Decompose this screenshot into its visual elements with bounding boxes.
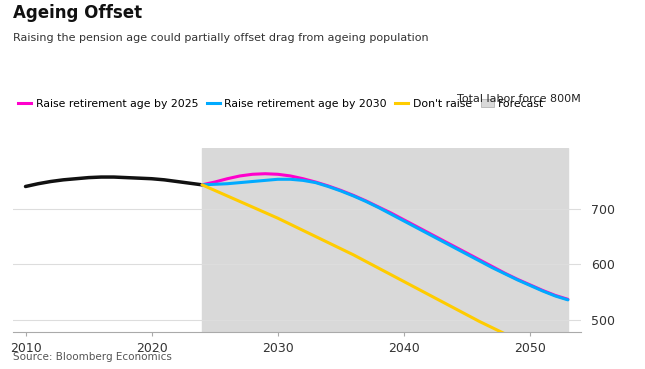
Text: Source: Bloomberg Economics: Source: Bloomberg Economics [13, 352, 172, 362]
Text: Ageing Offset: Ageing Offset [13, 4, 142, 22]
Text: Total labor force 800M: Total labor force 800M [457, 94, 580, 104]
Text: Raising the pension age could partially offset drag from ageing population: Raising the pension age could partially … [13, 33, 428, 43]
Legend: Raise retirement age by 2025, Raise retirement age by 2030, Don't raise, Forecas: Raise retirement age by 2025, Raise reti… [18, 99, 544, 109]
Bar [202, 148, 568, 332]
